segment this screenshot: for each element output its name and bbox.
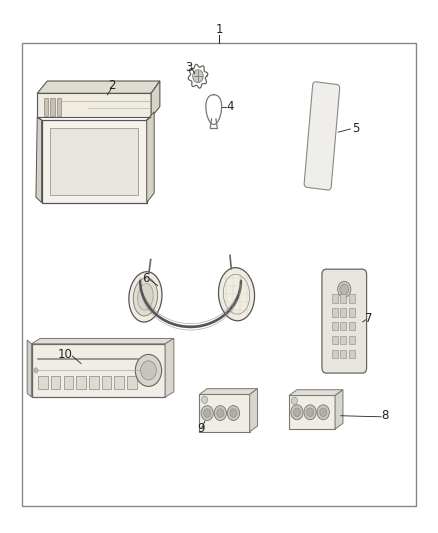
Circle shape (201, 406, 213, 421)
Bar (349, 294, 355, 303)
Polygon shape (32, 344, 165, 397)
Circle shape (34, 368, 38, 373)
Text: 8: 8 (381, 409, 388, 422)
Polygon shape (151, 81, 160, 117)
Bar (349, 336, 355, 344)
Text: 4: 4 (226, 100, 234, 113)
Circle shape (214, 406, 226, 421)
Text: 5: 5 (352, 123, 359, 135)
Bar (332, 350, 338, 358)
Ellipse shape (133, 278, 158, 316)
Text: 3: 3 (186, 61, 193, 74)
Polygon shape (37, 93, 151, 117)
Polygon shape (27, 340, 32, 397)
Text: 9: 9 (198, 422, 205, 435)
Polygon shape (289, 390, 343, 395)
Bar (340, 322, 346, 330)
Circle shape (293, 408, 300, 417)
FancyBboxPatch shape (322, 269, 367, 373)
Polygon shape (335, 390, 343, 429)
Text: 1: 1 (215, 23, 223, 36)
Circle shape (291, 405, 303, 420)
Text: 10: 10 (57, 348, 72, 361)
Bar (349, 322, 355, 330)
Circle shape (193, 70, 203, 83)
FancyBboxPatch shape (304, 82, 340, 190)
Bar (57, 98, 61, 116)
Bar (127, 376, 137, 389)
Bar (349, 308, 355, 317)
Bar (332, 294, 338, 303)
Polygon shape (289, 395, 335, 429)
Circle shape (217, 409, 224, 417)
Bar (340, 350, 346, 358)
Circle shape (227, 406, 240, 421)
Circle shape (307, 408, 314, 417)
Circle shape (135, 354, 162, 386)
Bar (76, 376, 86, 389)
Circle shape (340, 284, 349, 295)
Polygon shape (36, 117, 42, 203)
Circle shape (320, 408, 327, 417)
Bar (340, 308, 346, 317)
Ellipse shape (338, 281, 351, 297)
Bar (44, 98, 48, 116)
Bar (89, 376, 99, 389)
Bar (38, 376, 48, 389)
Bar (332, 336, 338, 344)
Circle shape (201, 396, 208, 403)
Circle shape (230, 409, 237, 417)
Bar (64, 376, 73, 389)
Polygon shape (50, 128, 138, 195)
Polygon shape (199, 394, 250, 432)
Bar (114, 376, 124, 389)
Bar (340, 294, 346, 303)
Bar (332, 322, 338, 330)
Bar (340, 336, 346, 344)
Circle shape (304, 405, 316, 420)
Bar (332, 308, 338, 317)
Circle shape (204, 409, 211, 417)
Polygon shape (147, 112, 154, 203)
Circle shape (141, 361, 156, 380)
Bar (51, 376, 60, 389)
Bar (349, 350, 355, 358)
Polygon shape (165, 338, 174, 397)
Text: 6: 6 (142, 272, 150, 285)
Polygon shape (32, 338, 174, 344)
Ellipse shape (138, 284, 153, 310)
Bar (50, 98, 55, 116)
Text: 2: 2 (108, 79, 116, 92)
Text: 7: 7 (365, 312, 373, 325)
Circle shape (291, 397, 297, 405)
Circle shape (317, 405, 329, 420)
Ellipse shape (219, 268, 254, 321)
Bar (102, 376, 111, 389)
Polygon shape (250, 389, 258, 432)
Polygon shape (42, 120, 147, 203)
Polygon shape (37, 81, 160, 93)
Ellipse shape (129, 272, 162, 322)
Polygon shape (199, 389, 258, 394)
